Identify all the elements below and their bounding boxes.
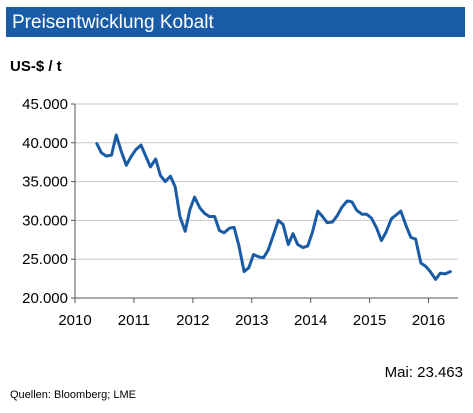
x-tick-label: 2014 (294, 312, 327, 329)
y-tick-label: 30.000 (22, 212, 68, 229)
latest-value-label: Mai: 23.463 (384, 364, 463, 381)
series-layer (95, 133, 452, 281)
axis-layer (71, 103, 458, 303)
y-axis-unit-label: US-$ / t (10, 58, 62, 75)
series-line-cobalt-price (95, 133, 452, 281)
source-note: Quellen: Bloomberg; LME (10, 389, 136, 401)
y-tick-label: 45.000 (22, 96, 68, 113)
x-tick-label: 2013 (235, 312, 268, 329)
x-tick-label: 2012 (176, 312, 209, 329)
x-tick-label: 2015 (353, 312, 386, 329)
x-tick-label: 2011 (118, 312, 150, 329)
tick-label-layer: 20.000 25.000 30.000 35.000 40.000 45.000 2010… (22, 96, 445, 329)
chart-title: Preisentwicklung Kobalt (12, 12, 214, 33)
y-tick-label: 25.000 (22, 251, 68, 268)
x-tick-label: 2016 (412, 312, 445, 329)
grid-layer (75, 103, 458, 260)
y-tick-label: 20.000 (22, 290, 68, 307)
x-tick-label: 2010 (58, 312, 91, 329)
y-tick-label: 35.000 (22, 174, 68, 191)
y-tick-label: 40.000 (22, 135, 68, 152)
title-bar: Preisentwicklung Kobalt (6, 7, 465, 37)
